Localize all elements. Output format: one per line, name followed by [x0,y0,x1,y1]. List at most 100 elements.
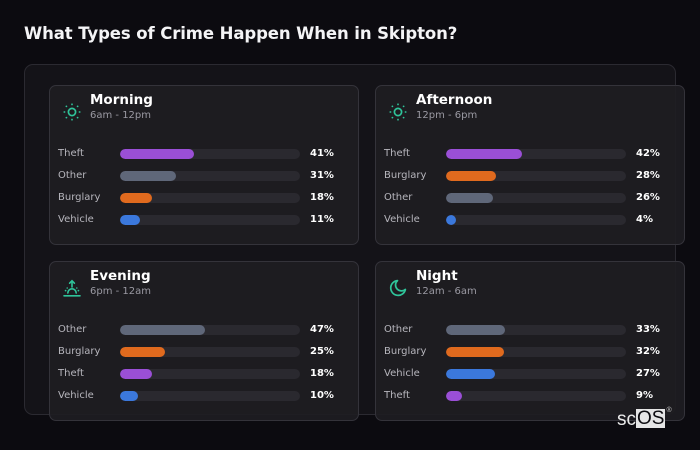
bar-fill [120,149,194,159]
logo-sc: sc [617,409,636,430]
period-card-morning: Morning 6am - 12pm Theft 41% Other 31% B… [49,85,359,245]
bar-label: Other [58,324,87,335]
bar-value: 41% [310,148,334,159]
bar-value: 32% [636,346,660,357]
period-time-range: 6pm - 12am [90,286,152,297]
bar-row: Vehicle 10% [50,388,358,410]
bar-list: Other 47% Burglary 25% Theft 18% Vehicle… [50,322,358,410]
bar-row: Theft 41% [50,146,358,168]
period-card-night: Night 12am - 6am Other 33% Burglary 32% … [375,261,685,421]
bar-fill [446,149,522,159]
bar-label: Vehicle [384,214,420,225]
bar-track [120,369,300,379]
bar-fill [446,193,493,203]
bar-fill [120,193,153,203]
bar-fill [120,325,205,335]
bar-list: Theft 41% Other 31% Burglary 18% Vehicle… [50,146,358,234]
bar-row: Vehicle 4% [376,212,684,234]
bar-list: Other 33% Burglary 32% Vehicle 27% Theft… [376,322,684,410]
bar-row: Burglary 18% [50,190,358,212]
bar-value: 18% [310,192,334,203]
bar-fill [120,171,176,181]
scos-logo: sc OS ® [617,407,672,431]
bar-row: Vehicle 27% [376,366,684,388]
bar-row: Burglary 28% [376,168,684,190]
bar-track [120,325,300,335]
bar-row: Theft 18% [50,366,358,388]
bar-track [120,347,300,357]
bar-label: Theft [384,390,410,401]
bar-track [446,193,626,203]
bar-row: Burglary 25% [50,344,358,366]
bar-value: 26% [636,192,660,203]
bar-row: Theft 42% [376,146,684,168]
bar-label: Theft [58,148,84,159]
bar-row: Theft 9% [376,388,684,410]
bar-track [120,171,300,181]
bar-fill [120,369,153,379]
bar-fill [446,347,504,357]
bar-value: 18% [310,368,334,379]
bar-value: 4% [636,214,653,225]
registered-mark: ® [666,407,672,414]
bar-track [120,193,300,203]
period-card-evening: Evening 6pm - 12am Other 47% Burglary 25… [49,261,359,421]
bar-label: Burglary [58,346,101,357]
bar-value: 28% [636,170,660,181]
bar-fill [446,325,506,335]
period-time-range: 12pm - 6pm [416,110,478,121]
bar-row: Other 26% [376,190,684,212]
bar-label: Vehicle [58,214,94,225]
bar-value: 11% [310,214,334,225]
bar-fill [446,391,463,401]
bar-label: Burglary [384,346,427,357]
bar-label: Burglary [58,192,101,203]
sun-icon [63,103,81,121]
bar-label: Vehicle [384,368,420,379]
bar-track [446,149,626,159]
bar-track [446,325,626,335]
bar-row: Other 33% [376,322,684,344]
period-title: Evening [90,268,151,284]
bar-track [446,171,626,181]
moon-icon [389,279,407,297]
sunset-icon [63,279,81,297]
bar-value: 25% [310,346,334,357]
logo-os: OS [636,408,666,429]
bar-track [446,215,626,225]
bar-track [446,369,626,379]
bar-value: 42% [636,148,660,159]
bar-track [446,347,626,357]
bar-fill [120,347,165,357]
bar-fill [446,171,497,181]
bar-track [120,391,300,401]
bar-row: Burglary 32% [376,344,684,366]
bar-row: Other 31% [50,168,358,190]
period-time-range: 12am - 6am [416,286,477,297]
period-time-range: 6am - 12pm [90,110,152,121]
bar-fill [120,215,140,225]
bar-fill [446,215,456,225]
bar-label: Other [384,192,413,203]
bar-value: 31% [310,170,334,181]
bar-row: Vehicle 11% [50,212,358,234]
bar-value: 9% [636,390,653,401]
period-title: Morning [90,92,153,108]
bar-value: 10% [310,390,334,401]
bar-value: 47% [310,324,334,335]
bar-label: Theft [58,368,84,379]
bar-track [120,215,300,225]
bar-row: Other 47% [50,322,358,344]
bar-fill [120,391,138,401]
bar-track [446,391,626,401]
bar-value: 33% [636,324,660,335]
page-title: What Types of Crime Happen When in Skipt… [24,24,458,43]
period-title: Night [416,268,458,284]
bar-track [120,149,300,159]
sun-icon [389,103,407,121]
bar-label: Other [58,170,87,181]
bar-value: 27% [636,368,660,379]
period-title: Afternoon [416,92,493,108]
period-card-afternoon: Afternoon 12pm - 6pm Theft 42% Burglary … [375,85,685,245]
